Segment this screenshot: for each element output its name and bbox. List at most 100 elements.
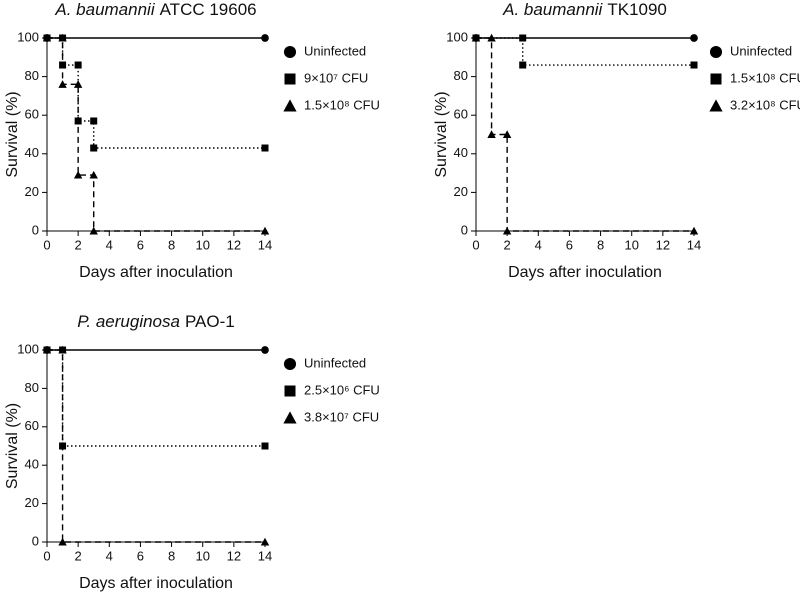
- marker: [487, 130, 496, 138]
- y-tick-label: 60: [25, 107, 39, 122]
- title-strain: PAO-1: [185, 312, 235, 331]
- x-axis-label: Days after inoculation: [508, 264, 662, 281]
- x-tick-label: 6: [137, 548, 144, 563]
- marker: [261, 34, 269, 42]
- x-tick-label: 14: [258, 237, 272, 252]
- title-species: A. baumannii: [54, 0, 155, 19]
- legend-text: 3.2×10⁸ CFU: [730, 97, 800, 112]
- legend-marker: [283, 99, 297, 112]
- marker: [58, 345, 67, 354]
- marker: [690, 34, 698, 42]
- y-tick-label: 20: [25, 495, 39, 510]
- marker: [502, 130, 512, 138]
- y-tick-label: 40: [25, 457, 39, 472]
- marker: [42, 345, 52, 354]
- marker: [502, 226, 512, 235]
- marker: [90, 117, 98, 125]
- marker: [58, 80, 67, 88]
- legend-text: 1.5×10⁸ CFU: [304, 97, 380, 112]
- marker: [471, 33, 481, 42]
- y-tick-label: 80: [25, 380, 39, 395]
- legend-marker: [283, 411, 297, 424]
- x-tick-label: 0: [43, 548, 50, 563]
- legend-marker: [284, 73, 296, 85]
- legend-marker: [710, 73, 722, 85]
- x-tick-label: 8: [168, 237, 175, 252]
- marker: [89, 226, 98, 235]
- y-tick-label: 20: [454, 184, 468, 199]
- legend-marker: [284, 385, 296, 397]
- y-tick-label: 20: [25, 184, 39, 199]
- x-tick-label: 8: [597, 237, 604, 252]
- y-tick-label: 80: [454, 68, 468, 83]
- y-axis-label: Survival (%): [4, 403, 21, 489]
- legend-text: 9×10⁷ CFU: [304, 70, 368, 85]
- legend-text: 2.5×10⁶ CFU: [304, 382, 380, 397]
- x-tick-label: 6: [566, 237, 573, 252]
- legend-text: 1.5×10⁸ CFU: [730, 70, 800, 85]
- marker: [519, 61, 527, 69]
- marker: [74, 61, 82, 69]
- x-tick-label: 4: [535, 237, 542, 252]
- marker: [42, 33, 52, 42]
- y-tick-label: 100: [17, 29, 39, 44]
- series-line: [47, 349, 265, 447]
- marker: [58, 33, 67, 42]
- x-tick-label: 0: [43, 237, 50, 252]
- x-axis-label: Days after inoculation: [79, 264, 233, 281]
- x-tick-label: 4: [106, 237, 113, 252]
- series-line: [47, 349, 265, 543]
- marker: [519, 34, 527, 42]
- legend-text: Uninfected: [730, 43, 792, 58]
- x-tick-label: 12: [227, 548, 241, 563]
- x-tick-label: 6: [137, 237, 144, 252]
- title-strain: ATCC 19606: [160, 0, 257, 19]
- x-tick-label: 0: [472, 237, 479, 252]
- x-tick-label: 10: [195, 237, 209, 252]
- legend-marker: [709, 99, 723, 112]
- marker: [261, 144, 269, 152]
- marker: [58, 537, 67, 546]
- y-tick-label: 0: [32, 533, 39, 548]
- x-tick-label: 12: [227, 237, 241, 252]
- y-tick-label: 0: [32, 222, 39, 237]
- y-axis-label: Survival (%): [433, 91, 450, 177]
- x-tick-label: 14: [258, 548, 272, 563]
- chart-title: A. baumannii TK1090: [502, 0, 667, 19]
- series-line: [47, 37, 265, 232]
- series-line: [476, 37, 694, 232]
- marker: [261, 346, 269, 354]
- y-tick-label: 60: [454, 107, 468, 122]
- x-tick-label: 2: [504, 237, 511, 252]
- title-strain: TK1090: [607, 0, 667, 19]
- x-tick-label: 2: [75, 237, 82, 252]
- legend-text: Uninfected: [304, 355, 366, 370]
- marker: [689, 226, 699, 235]
- marker: [73, 170, 83, 179]
- y-tick-label: 60: [25, 418, 39, 433]
- x-tick-label: 10: [624, 237, 638, 252]
- x-tick-label: 8: [168, 548, 175, 563]
- y-tick-label: 80: [25, 68, 39, 83]
- marker: [89, 170, 98, 179]
- y-tick-label: 100: [17, 341, 39, 356]
- chart-title: P. aeruginosa PAO-1: [77, 312, 234, 331]
- series-line: [476, 37, 694, 66]
- y-tick-label: 40: [454, 145, 468, 160]
- marker: [260, 226, 270, 235]
- series-line: [47, 37, 265, 149]
- legend-marker: [283, 357, 297, 371]
- legend-text: Uninfected: [304, 43, 366, 58]
- x-tick-label: 2: [75, 548, 82, 563]
- x-tick-label: 10: [195, 548, 209, 563]
- chart-title: A. baumannii ATCC 19606: [54, 0, 256, 19]
- legend-marker: [709, 45, 723, 59]
- y-tick-label: 0: [461, 222, 468, 237]
- y-axis-label: Survival (%): [4, 91, 21, 177]
- marker: [73, 80, 83, 88]
- x-tick-label: 14: [687, 237, 701, 252]
- x-tick-label: 12: [656, 237, 670, 252]
- legend-marker: [283, 45, 297, 59]
- y-tick-label: 40: [25, 145, 39, 160]
